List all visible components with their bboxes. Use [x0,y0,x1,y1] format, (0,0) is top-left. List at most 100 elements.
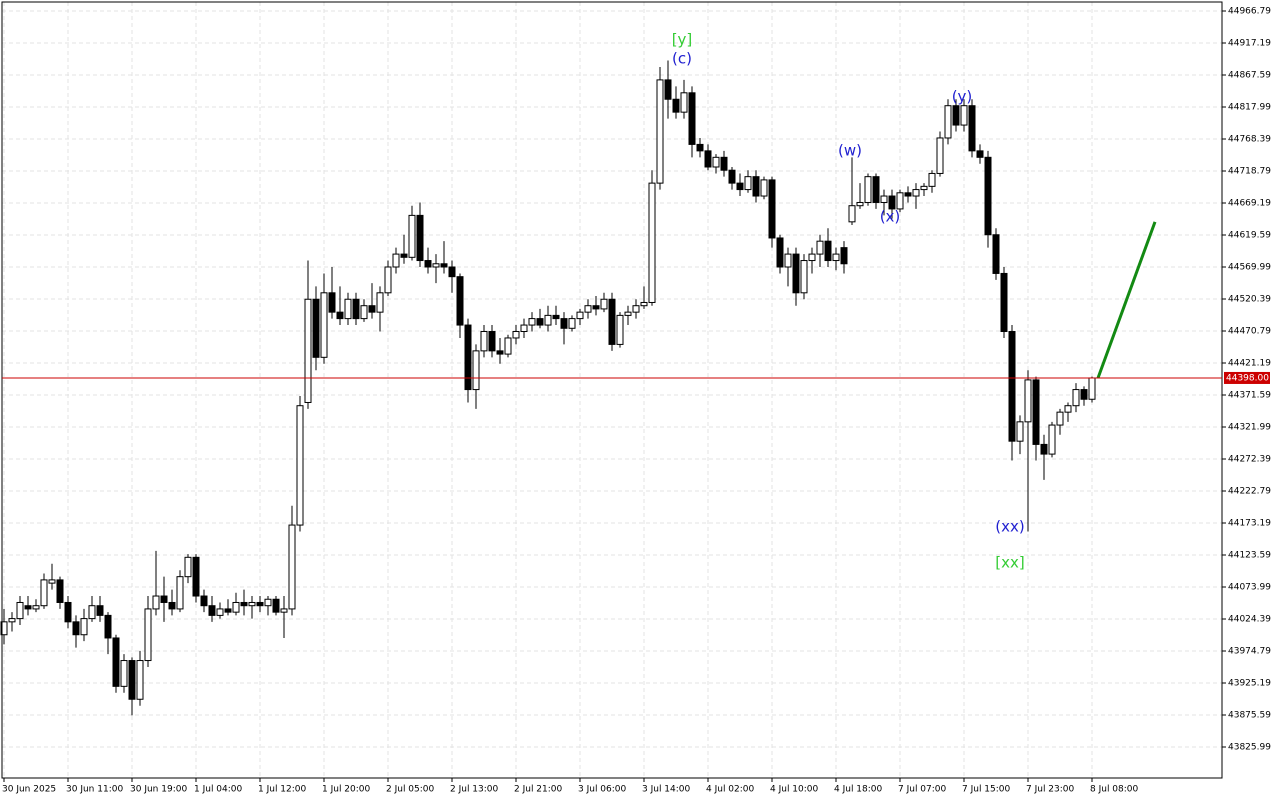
candle-body [184,556,192,578]
candle-body [48,579,56,584]
x-tick-label: 30 Jun 2025 [2,785,56,795]
candle-body [464,324,472,391]
candle-body [872,176,880,203]
candle-body [208,605,216,616]
candle-body [160,595,168,603]
candle-body [856,201,864,207]
candle-body [168,601,176,610]
candle-body [816,240,824,255]
wave-label: (w) [838,142,862,160]
candle-body [632,305,640,313]
candle-body [120,660,128,687]
candle-body [536,318,544,326]
y-tick-label: 44222.79 [1228,487,1271,497]
candle-body [864,176,872,203]
wave-label: (xx) [995,518,1024,536]
candle-body [1088,377,1096,400]
candle-body [736,182,744,191]
x-tick-label: 7 Jul 23:00 [1026,785,1075,795]
candle-body [176,576,184,610]
candle-body [8,618,16,623]
candle-body [288,524,296,610]
candle-body [728,169,736,184]
candle-body [520,324,528,333]
candle-body [472,350,480,391]
candle-body [392,253,400,268]
x-tick-label: 4 Jul 10:00 [770,785,819,795]
candle-body [608,298,616,345]
candle-body [840,247,848,265]
candle-body [928,172,936,187]
candle-body [384,266,392,294]
y-tick-label: 44569.99 [1228,263,1271,273]
candle-body [888,195,896,210]
candle-body [440,263,448,268]
candle-body [752,176,760,197]
candle-body [1056,411,1064,426]
candle-body [40,579,48,607]
candle-body [688,92,696,145]
candle-body [760,179,768,197]
candle-body [712,156,720,168]
candle-body [800,260,808,294]
candle-body [528,318,536,326]
price-tag-label: 44398.00 [1226,373,1269,383]
candle-body [136,660,144,700]
candle-body [0,621,8,636]
candle-body [352,298,360,320]
x-tick-label: 8 Jul 08:00 [1090,785,1139,795]
candle-body [96,605,104,616]
candle-body [344,298,352,320]
candle-body [1016,421,1024,442]
y-tick-label: 44817.99 [1228,103,1271,113]
candle-body [960,105,968,126]
candle-body [240,601,248,607]
candle-body [336,311,344,320]
candle-body [664,79,672,100]
y-tick-label: 44024.39 [1228,615,1271,625]
candles [0,60,1096,716]
candle-body [784,253,792,268]
wave-label: (x) [880,208,901,226]
candle-body [832,253,840,262]
candle-body [936,137,944,174]
candle-body [504,337,512,355]
plot-frame [1,1,1223,779]
candle-body [488,331,496,352]
x-tick-label: 4 Jul 18:00 [834,785,883,795]
candle-body [672,98,680,113]
candle-body [904,192,912,197]
wave-label: [xx] [995,554,1024,572]
y-tick-label: 44768.39 [1228,135,1271,145]
candle-body [792,253,800,294]
candle-body [640,301,648,307]
candle-body [80,618,88,636]
candle-body [768,179,776,239]
candle-body [320,292,328,358]
x-tick-label: 30 Jun 19:00 [130,785,187,795]
candle-body [584,305,592,313]
candle-body [824,240,832,262]
y-tick-label: 44421.19 [1228,359,1271,369]
y-tick-label: 44867.59 [1228,71,1271,81]
x-tick-label: 2 Jul 05:00 [386,785,435,795]
candle-body [144,608,152,662]
y-tick-label: 43825.99 [1228,743,1271,753]
candle-body [192,556,200,597]
candle-body [424,260,432,268]
candle-body [408,214,416,258]
candle-body [448,266,456,278]
candle-body [720,156,728,171]
x-tick-label: 3 Jul 06:00 [578,785,627,795]
candle-body [1064,405,1072,413]
candle-body [264,598,272,607]
x-tick-label: 1 Jul 04:00 [194,785,243,795]
candle-body [1072,389,1080,407]
candle-body [24,605,32,610]
candle-body [360,305,368,320]
x-tick-label: 1 Jul 12:00 [258,785,307,795]
candle-body [776,237,784,268]
candle-body [16,601,24,620]
y-tick-label: 44371.59 [1228,391,1271,401]
